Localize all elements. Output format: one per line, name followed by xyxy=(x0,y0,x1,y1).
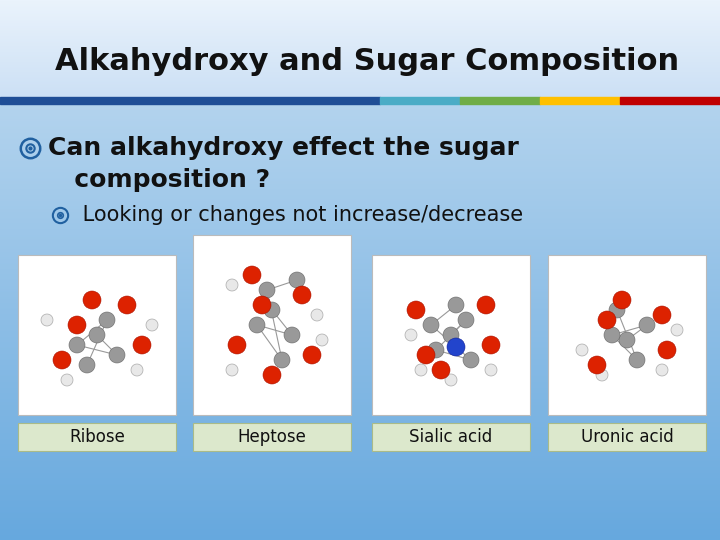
Circle shape xyxy=(485,364,497,376)
Circle shape xyxy=(263,366,281,384)
Circle shape xyxy=(289,272,305,288)
Circle shape xyxy=(596,369,608,381)
Circle shape xyxy=(259,282,275,298)
Text: Looking or changes not increase/decrease: Looking or changes not increase/decrease xyxy=(76,205,523,225)
Circle shape xyxy=(79,357,95,373)
Circle shape xyxy=(445,374,457,386)
Circle shape xyxy=(428,342,444,358)
Circle shape xyxy=(311,309,323,321)
Circle shape xyxy=(656,364,668,376)
Circle shape xyxy=(458,312,474,328)
Bar xyxy=(193,235,351,415)
Circle shape xyxy=(226,279,238,291)
Circle shape xyxy=(448,297,464,313)
Circle shape xyxy=(303,346,321,364)
Circle shape xyxy=(609,302,625,318)
Circle shape xyxy=(83,291,101,309)
Bar xyxy=(380,97,460,104)
Circle shape xyxy=(423,317,439,333)
Circle shape xyxy=(131,364,143,376)
Circle shape xyxy=(613,291,631,309)
Circle shape xyxy=(293,286,311,304)
Text: Can alkahydroxy effect the sugar: Can alkahydroxy effect the sugar xyxy=(48,136,519,160)
Circle shape xyxy=(53,351,71,369)
Text: Uronic acid: Uronic acid xyxy=(580,428,673,446)
Circle shape xyxy=(629,352,645,368)
Circle shape xyxy=(443,327,459,343)
Circle shape xyxy=(639,317,655,333)
Circle shape xyxy=(653,306,671,324)
Circle shape xyxy=(432,361,450,379)
Circle shape xyxy=(274,352,290,368)
Bar xyxy=(372,423,530,451)
Bar xyxy=(18,423,176,451)
Bar xyxy=(0,97,380,104)
Circle shape xyxy=(69,337,85,353)
Circle shape xyxy=(243,266,261,284)
Circle shape xyxy=(619,332,635,348)
Circle shape xyxy=(228,336,246,354)
Circle shape xyxy=(264,302,280,318)
Circle shape xyxy=(68,316,86,334)
Text: composition ?: composition ? xyxy=(48,168,270,192)
Circle shape xyxy=(99,312,115,328)
Circle shape xyxy=(415,364,427,376)
Text: Alkahydroxy and Sugar Composition: Alkahydroxy and Sugar Composition xyxy=(55,48,679,77)
Circle shape xyxy=(482,336,500,354)
Text: Heptose: Heptose xyxy=(238,428,307,446)
Circle shape xyxy=(146,319,158,331)
Circle shape xyxy=(447,338,465,356)
Bar xyxy=(193,423,351,451)
Circle shape xyxy=(463,352,479,368)
Circle shape xyxy=(61,374,73,386)
Circle shape xyxy=(89,327,105,343)
Circle shape xyxy=(417,346,435,364)
Circle shape xyxy=(477,296,495,314)
Circle shape xyxy=(316,334,328,346)
Bar xyxy=(620,97,720,104)
Circle shape xyxy=(226,364,238,376)
Bar xyxy=(548,255,706,415)
Circle shape xyxy=(405,329,417,341)
Circle shape xyxy=(604,327,620,343)
Circle shape xyxy=(109,347,125,363)
Circle shape xyxy=(133,336,151,354)
Bar xyxy=(460,97,540,104)
Circle shape xyxy=(253,296,271,314)
Circle shape xyxy=(118,296,136,314)
Bar xyxy=(18,255,176,415)
Bar xyxy=(540,97,620,104)
Circle shape xyxy=(407,301,425,319)
Circle shape xyxy=(598,311,616,329)
Text: Ribose: Ribose xyxy=(69,428,125,446)
Circle shape xyxy=(588,356,606,374)
Text: Sialic acid: Sialic acid xyxy=(410,428,492,446)
Bar xyxy=(548,423,706,451)
Bar xyxy=(372,255,530,415)
Circle shape xyxy=(41,314,53,326)
Circle shape xyxy=(249,317,265,333)
Circle shape xyxy=(284,327,300,343)
Circle shape xyxy=(671,324,683,336)
Circle shape xyxy=(658,341,676,359)
Circle shape xyxy=(576,344,588,356)
